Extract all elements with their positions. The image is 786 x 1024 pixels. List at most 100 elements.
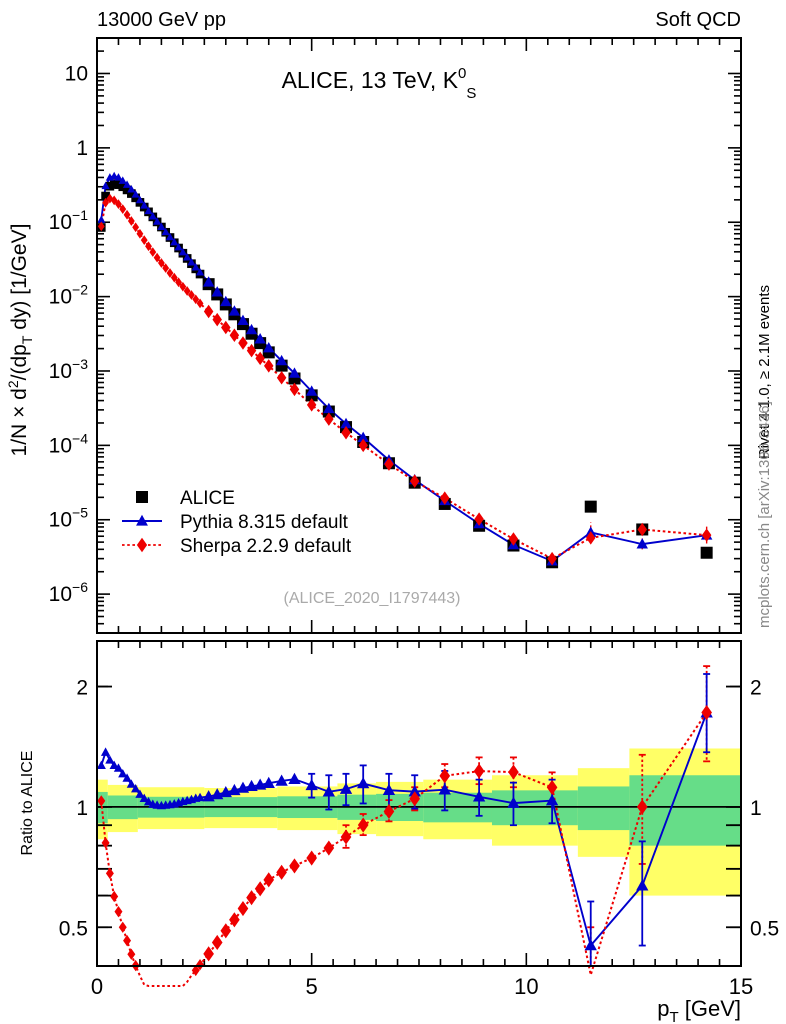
data-marker-triangle — [100, 747, 111, 756]
data-marker-triangle — [114, 173, 123, 181]
data-marker-diamond — [229, 328, 240, 343]
data-marker-diamond — [212, 312, 222, 327]
data-marker-diamond — [263, 359, 274, 373]
data-marker-diamond — [246, 343, 257, 358]
legend-item: Sherpa 2.2.9 default — [122, 536, 352, 557]
ratio-y-tick-label: 0.5 — [59, 917, 88, 940]
ratio-y-tick-label-right: 1 — [750, 797, 762, 820]
data-marker-triangle — [584, 939, 597, 951]
data-marker-triangle — [183, 252, 192, 261]
data-marker-triangle — [357, 777, 370, 789]
data-marker-diamond — [149, 247, 157, 257]
data-marker-diamond — [136, 228, 144, 239]
data-marker-triangle — [122, 180, 132, 188]
data-marker-triangle — [135, 789, 145, 798]
data-marker-diamond — [229, 912, 240, 928]
x-tick-label: 15 — [729, 974, 753, 999]
data-marker-diamond — [384, 457, 394, 471]
data-marker-diamond — [324, 412, 334, 426]
y-tick-label: 10−2 — [49, 282, 89, 309]
data-marker-diamond — [340, 829, 352, 845]
data-marker-diamond — [585, 531, 596, 545]
data-marker-triangle — [202, 276, 215, 287]
data-marker-triangle — [131, 783, 141, 793]
ratio-y-tick-label-right: 0.5 — [750, 917, 779, 940]
ratio-panel-frame — [96, 640, 742, 967]
data-marker-triangle — [636, 879, 649, 891]
data-marker-triangle — [101, 181, 110, 190]
data-marker-diamond — [153, 252, 161, 263]
data-marker-triangle — [305, 385, 318, 396]
data-marker-triangle — [339, 782, 353, 794]
data-marker-diamond — [289, 382, 300, 397]
data-marker-triangle — [408, 785, 421, 797]
data-marker-diamond — [358, 438, 368, 453]
data-marker-diamond — [237, 900, 249, 917]
ratio-markers-pythia — [96, 706, 713, 951]
main-series-group — [96, 171, 713, 569]
main-panel-frame — [96, 37, 742, 634]
data-marker-triangle — [126, 779, 136, 788]
y-tick-label: 10−5 — [49, 505, 89, 532]
data-marker-triangle — [275, 354, 288, 366]
data-marker-triangle — [357, 431, 369, 443]
data-marker-triangle — [438, 783, 451, 795]
legend: ALICE Pythia 8.315 default Sherpa 2.2.9 de… — [122, 488, 352, 557]
data-marker-square — [101, 191, 110, 201]
data-marker-triangle — [322, 785, 335, 797]
data-marker-square — [584, 500, 597, 513]
header-right-label: Soft QCD — [655, 9, 741, 31]
data-marker-triangle — [109, 760, 119, 769]
series-line — [100, 197, 707, 560]
data-marker-diamond — [101, 837, 110, 849]
ratio-y-tick-label-right: 2 — [750, 677, 762, 700]
data-marker-diamond — [276, 864, 287, 880]
data-marker-diamond — [106, 193, 114, 204]
data-marker-triangle — [152, 217, 162, 225]
data-marker-diamond — [341, 425, 351, 440]
data-marker-diamond — [132, 222, 140, 233]
uncertainty-band-inner — [491, 790, 578, 826]
x-axis-label: pT [GeV] — [657, 996, 741, 1024]
data-marker-diamond — [127, 948, 136, 960]
data-marker-diamond — [203, 304, 214, 319]
y-tick-label: 10−1 — [49, 207, 89, 234]
data-marker-diamond — [102, 197, 110, 208]
data-marker-triangle — [275, 774, 288, 786]
y-tick-label: 1 — [76, 137, 88, 160]
data-marker-square — [136, 491, 148, 503]
data-marker-diamond — [192, 294, 200, 305]
data-marker-diamond — [123, 934, 132, 947]
data-marker-triangle — [139, 793, 149, 803]
data-marker-triangle — [127, 185, 136, 193]
data-marker-triangle — [136, 514, 148, 526]
y-tick-label: 10 — [65, 62, 88, 85]
y-tick-label: 10−3 — [49, 356, 89, 383]
data-marker-diamond — [191, 964, 200, 977]
data-marker-diamond — [97, 221, 105, 232]
data-marker-diamond — [289, 858, 300, 874]
ratio-markers-sherpa — [97, 704, 712, 977]
data-marker-diamond — [166, 268, 174, 278]
data-marker-triangle — [122, 773, 132, 782]
data-marker-diamond — [637, 522, 648, 537]
ratio-panel: 2 2 1 1 0.5 0.5 — [59, 640, 779, 987]
rivet-version-label: Rivet 4.1.0, ≥ 2.1M events — [756, 285, 773, 459]
data-marker-diamond — [119, 204, 127, 214]
data-marker-triangle — [340, 417, 352, 429]
data-marker-diamond — [140, 235, 148, 245]
data-marker-diamond — [110, 195, 118, 206]
data-marker-diamond — [127, 216, 135, 226]
data-marker-diamond — [383, 803, 395, 820]
data-marker-diamond — [136, 537, 148, 553]
data-marker-triangle — [157, 222, 166, 230]
x-tick-label: 0 — [91, 974, 103, 999]
main-panel: ALICE, 13 TeV, K0S 10 1 10−1 10−2 10−3 10−4 10−… — [49, 37, 742, 634]
series-markers-sherpa — [97, 193, 712, 566]
data-marker-diamond — [306, 398, 317, 412]
legend-label: ALICE — [180, 488, 235, 509]
data-marker-triangle — [195, 268, 205, 276]
data-marker-diamond — [508, 532, 519, 546]
data-marker-diamond — [246, 890, 257, 906]
